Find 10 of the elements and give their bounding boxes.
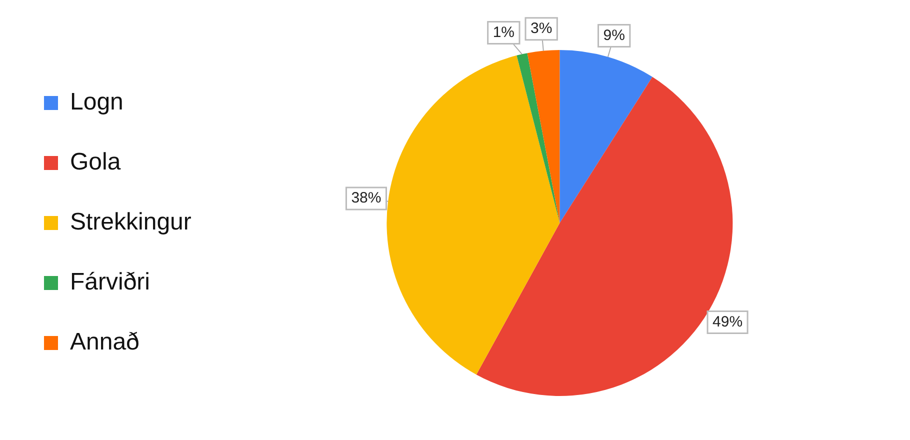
data-label: 9% <box>603 26 625 44</box>
legend-label: Gola <box>70 148 122 176</box>
data-label: 49% <box>712 313 743 330</box>
legend-label: Strekkingur <box>70 208 192 236</box>
legend-label: Annað <box>70 328 140 356</box>
legend-label: Logn <box>70 88 124 116</box>
legend-label: Fárviðri <box>70 268 150 296</box>
data-label: 38% <box>351 190 382 207</box>
data-label: 3% <box>530 20 552 38</box>
data-label: 1% <box>492 24 515 41</box>
